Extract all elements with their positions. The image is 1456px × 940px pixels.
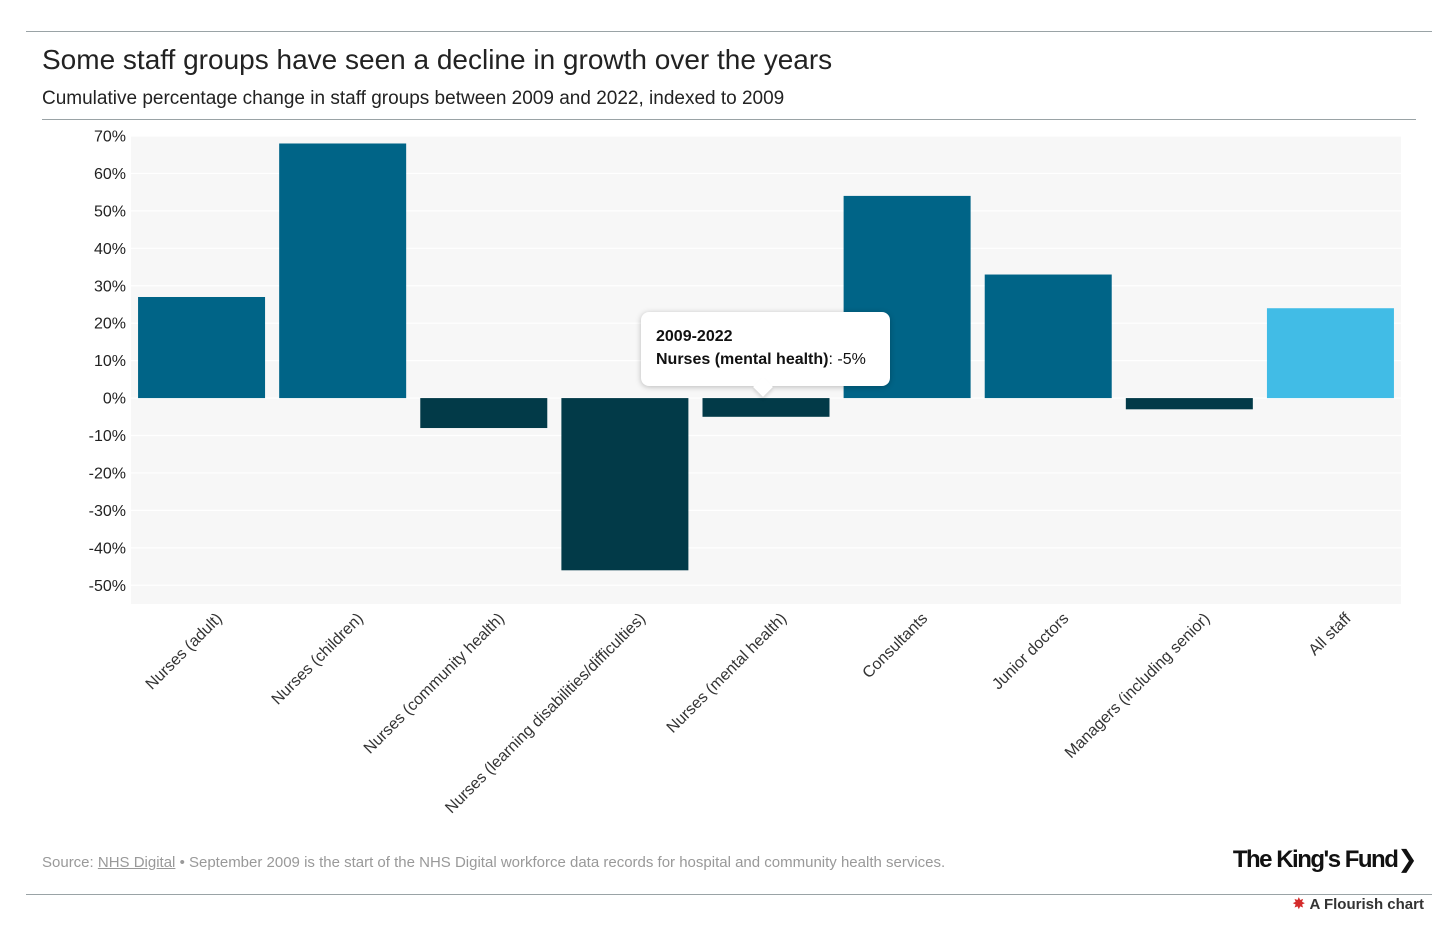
bottom-rule [26,894,1432,895]
y-tick-label: 0% [103,391,126,408]
flourish-credit-text: A Flourish chart [1309,896,1424,913]
y-tick-label: -10% [89,428,126,445]
top-rule [26,31,1432,32]
bar [984,274,1112,399]
x-tick-label: Nurses (community health) [361,610,508,757]
footer-note: Source: NHS Digital • September 2009 is … [42,854,945,871]
tooltip-body: Nurses (mental health): -5% [656,351,866,368]
tooltip-label: Nurses (mental health) [656,351,829,368]
chart-title: Some staff groups have seen a decline in… [42,44,833,75]
flourish-logo-icon: ✸ [1292,896,1306,913]
x-tick-label: Nurses (children) [269,610,367,708]
y-tick-label: 10% [94,353,126,370]
x-tick-label: Consultants [860,610,932,682]
y-tick-label: 70% [94,129,126,146]
tooltip-header: 2009-2022 [656,328,733,345]
y-tick-label: -50% [89,578,126,595]
y-tick-label: -20% [89,465,126,482]
y-tick-label: 30% [94,278,126,295]
brand-text: The King's Fund [1232,846,1399,873]
source-link[interactable]: NHS Digital [97,854,176,871]
bar [138,296,266,399]
kings-fund-logo: The King's Fund❯ [1232,845,1418,874]
bar [1125,398,1253,410]
bar [1266,308,1394,399]
bar [279,143,407,399]
bar-chart: 70% 60% 50% 40% 30% 20% 10% 0% -10% -20% -30% -40% -… [88,128,1394,817]
flourish-credit[interactable]: ✸ A Flourish chart [1292,894,1424,914]
y-tick-label: -40% [89,540,126,557]
bar [702,398,830,417]
x-tick-label: All staff [1306,610,1355,659]
y-tick-label: 60% [94,166,126,183]
x-tick-label: Managers (including senior) [1062,610,1214,762]
tooltip: 2009-2022 Nurses (mental health): -5% [641,312,890,397]
x-tick-label: Nurses (adult) [143,610,226,693]
x-tick-label: Junior doctors [989,610,1072,693]
bar [561,398,689,571]
source-note: • September 2009 is the start of the NHS… [175,854,946,871]
y-tick-label: 50% [94,203,126,220]
chevron-right-icon: ❯ [1397,846,1417,873]
header-rule [42,119,1416,120]
y-tick-label: -30% [89,503,126,520]
source-prefix: Source: [42,854,98,871]
tooltip-value: -5% [837,351,866,368]
x-tick-label: Nurses (mental health) [664,610,790,736]
bar [420,398,548,429]
y-tick-label: 20% [94,316,126,333]
chart-subtitle: Cumulative percentage change in staff gr… [42,88,785,109]
y-tick-label: 40% [94,241,126,258]
